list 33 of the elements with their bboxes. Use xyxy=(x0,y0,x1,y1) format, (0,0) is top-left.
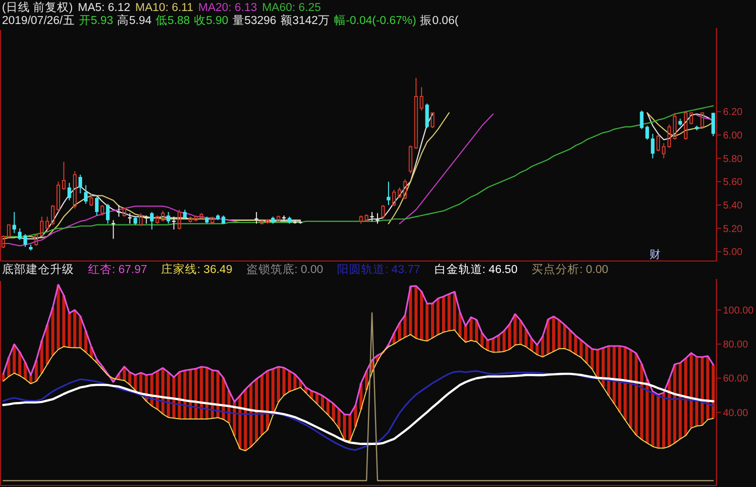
text: 开5.93 xyxy=(78,14,114,27)
y-tick-label: 100.00 xyxy=(723,306,754,316)
text: 低5.88 xyxy=(156,14,190,27)
text: 振0.06( xyxy=(420,14,459,27)
text: 白金轨道: 46.50 xyxy=(434,263,518,276)
text: 量53296 xyxy=(232,14,276,27)
chart-title: 底部建仓升级 xyxy=(2,262,74,276)
text: MA60: 6.25 xyxy=(262,2,321,14)
y-tick-label: 6.00 xyxy=(723,130,743,142)
text: 盗锁筑底: 0.00 xyxy=(246,262,324,276)
annotation: 财 xyxy=(650,248,660,261)
text: 买点分析: 0.00 xyxy=(531,263,608,276)
y-tick-label: 5.60 xyxy=(723,177,743,188)
chart-title: (日线 前复权) xyxy=(2,1,74,14)
y-tick-label: 40.00 xyxy=(723,408,748,419)
text: 幅-0.04(-0.67%) xyxy=(334,14,416,27)
text: 收5.90 xyxy=(194,14,228,27)
y-tick-label: 5.40 xyxy=(723,200,743,212)
y-tick-label: 80.00 xyxy=(723,340,748,351)
text: 阳圆轨道: 43.77 xyxy=(337,263,420,276)
text: 庄家线: 36.49 xyxy=(161,262,232,276)
text: 红杏: 67.97 xyxy=(88,263,148,276)
text: 高5.94 xyxy=(117,13,152,27)
y-tick-label: 5.80 xyxy=(723,154,743,165)
text: 额3142万 xyxy=(280,13,330,27)
text: MA5: 6.12 xyxy=(78,2,130,14)
y-tick-label: 60.00 xyxy=(723,374,748,385)
text: MA10: 6.11 xyxy=(135,2,194,14)
y-tick-label: 5.00 xyxy=(723,247,743,258)
y-tick-label: 6.20 xyxy=(723,107,743,118)
text: MA20: 6.13 xyxy=(198,2,258,14)
text: 2019/07/26/五 xyxy=(2,14,75,27)
y-tick-label: 5.20 xyxy=(723,224,743,235)
